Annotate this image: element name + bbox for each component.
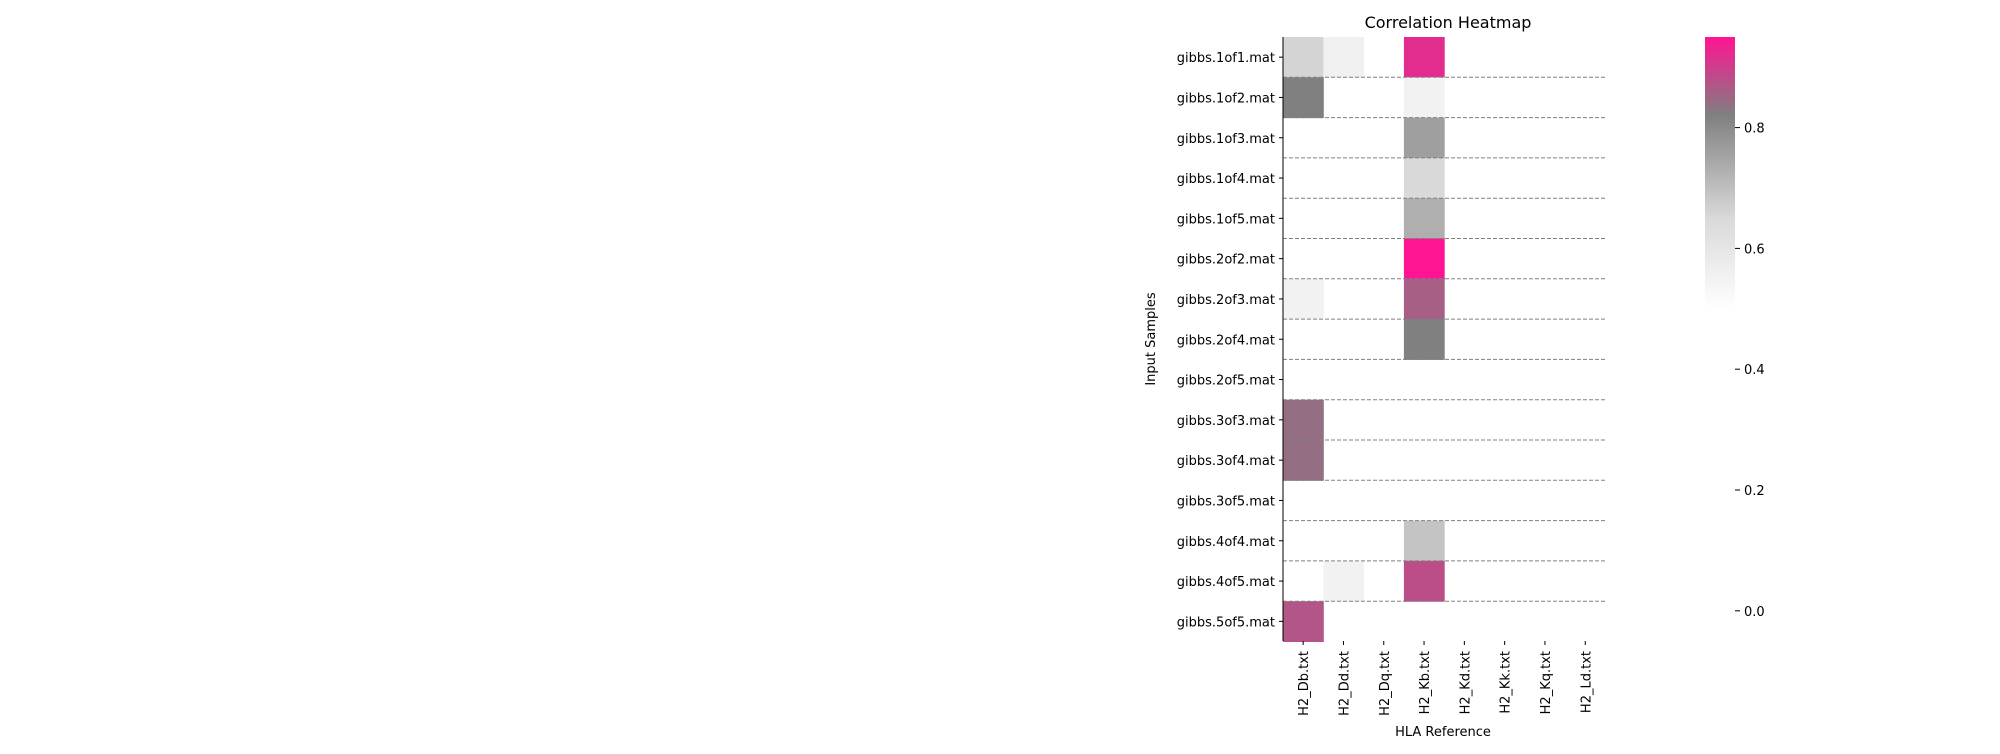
row-label: gibbs.2of4.mat: [1177, 333, 1275, 348]
heatmap-cell: [1323, 560, 1365, 602]
column-label: H2_Kb.txt: [1418, 651, 1433, 714]
colorbar: [1705, 37, 1735, 641]
heatmap-cell: [1283, 601, 1324, 642]
row-label: gibbs.1of3.mat: [1177, 132, 1275, 147]
x-axis-label: HLA Reference: [1395, 725, 1491, 740]
row-label: gibbs.3of3.mat: [1177, 414, 1275, 429]
row-label: gibbs.5of5.mat: [1177, 615, 1275, 630]
column-label: H2_Kk.txt: [1499, 651, 1514, 714]
colorbar-ticks: 0.0 0.2 0.4 0.6 0.8: [1735, 122, 1765, 620]
column-label: H2_Kd.txt: [1458, 651, 1473, 714]
heatmap-cell: [1403, 77, 1445, 119]
heatmap-cell: [1323, 37, 1365, 78]
row-label: gibbs.4of5.mat: [1177, 575, 1275, 590]
heatmap-cell: [1283, 440, 1324, 481]
row-label: gibbs.1of4.mat: [1177, 172, 1275, 187]
row-labels: gibbs.1of1.mat gibbs.1of2.mat gibbs.1of3.m…: [1177, 51, 1283, 630]
row-label: gibbs.3of4.mat: [1177, 454, 1275, 469]
row-label: gibbs.2of3.mat: [1177, 293, 1275, 308]
column-label: H2_Dd.txt: [1337, 651, 1352, 716]
heatmap-cell: [1403, 560, 1445, 602]
colorbar-tick-label: 0.4: [1744, 363, 1765, 378]
colorbar-tick-label: 0.6: [1744, 242, 1765, 257]
heatmap-cell: [1403, 520, 1445, 562]
heatmap-cell: [1283, 77, 1324, 119]
column-label: H2_Kq.txt: [1539, 651, 1554, 714]
column-label: H2_Db.txt: [1297, 651, 1312, 716]
colorbar-tick-label: 0.8: [1744, 122, 1765, 137]
heatmap-cell: [1403, 37, 1445, 78]
row-label: gibbs.1of1.mat: [1177, 51, 1275, 66]
column-label: H2_Ld.txt: [1579, 651, 1594, 713]
row-label: gibbs.1of2.mat: [1177, 91, 1275, 106]
row-label: gibbs.4of4.mat: [1177, 535, 1275, 550]
column-label: H2_Dq.txt: [1378, 651, 1393, 716]
heatmap-cell: [1283, 278, 1324, 320]
y-axis-label: Input Samples: [1144, 292, 1159, 386]
row-label: gibbs.1of5.mat: [1177, 212, 1275, 227]
heatmap-cell: [1403, 198, 1445, 239]
heatmap-cell: [1283, 399, 1324, 441]
row-label: gibbs.3of5.mat: [1177, 494, 1275, 509]
heatmap-cell: [1403, 238, 1445, 280]
heatmap-cell: [1403, 117, 1445, 159]
heatmap-cell: [1403, 278, 1445, 320]
colorbar-tick-label: 0.0: [1744, 605, 1765, 620]
row-label: gibbs.2of2.mat: [1177, 253, 1275, 268]
heatmap-cells: [1283, 37, 1445, 642]
heatmap-cell: [1403, 319, 1445, 360]
heatmap-cell: [1283, 37, 1324, 78]
heatmap-cell: [1403, 157, 1445, 199]
row-label: gibbs.2of5.mat: [1177, 374, 1275, 389]
chart-title: Correlation Heatmap: [1365, 13, 1532, 32]
colorbar-tick-label: 0.2: [1744, 484, 1765, 499]
column-labels: H2_Db.txt H2_Dd.txt H2_Dq.txt H2_Kb.txt H2_K…: [1297, 641, 1594, 716]
